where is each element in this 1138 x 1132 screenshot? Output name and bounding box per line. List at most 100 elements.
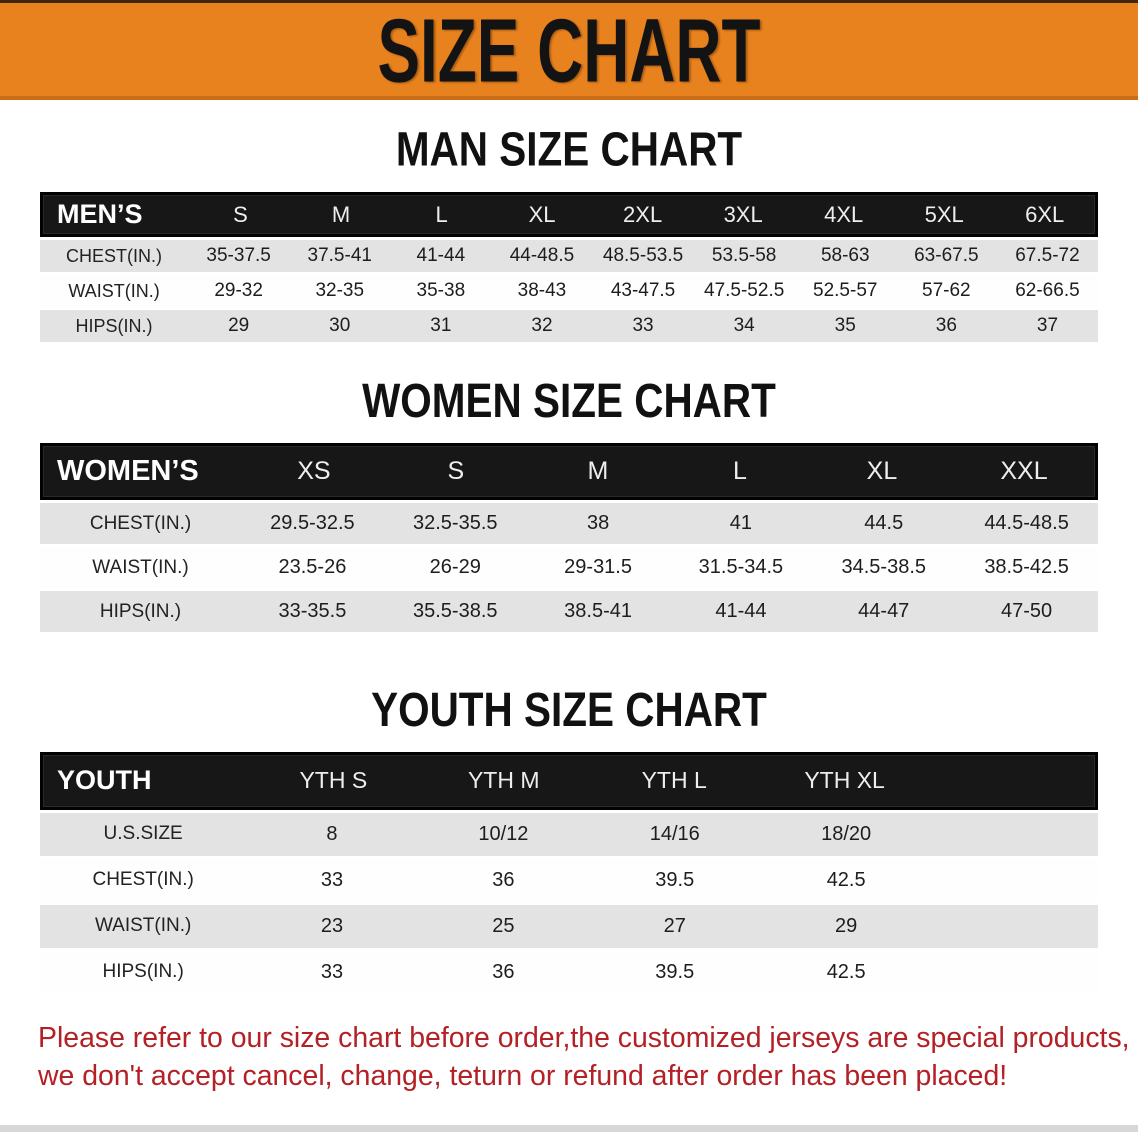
table-cell: 29-32	[214, 280, 263, 302]
column-header: XS	[297, 457, 331, 486]
table-cell: 44-47	[858, 600, 910, 623]
disclaimer: Please refer to our size chart before or…	[38, 1019, 1130, 1095]
table-cell: 62-66.5	[1015, 280, 1080, 302]
bottom-strip	[0, 1125, 1138, 1132]
women-size-chart-section: WOMEN SIZE CHART WOMEN’S XS S M L XL XXL CHES…	[0, 345, 1138, 636]
column-header: YTH S	[299, 767, 368, 794]
column-header: 4XL	[824, 201, 864, 227]
column-header: L	[732, 457, 747, 486]
table-cell: 52.5-57	[813, 280, 878, 302]
column-header: M	[587, 457, 609, 486]
table-cell: 38.5-41	[564, 600, 632, 623]
column-header: YTH L	[641, 767, 707, 794]
table-cell: 14/16	[649, 822, 700, 845]
row-label: WAIST(IN.)	[92, 556, 189, 578]
table-row: CHEST(IN.) 35-37.5 37.5-41 41-44 44-48.5 48.5…	[40, 240, 1098, 276]
youth-size-table: YOUTH YTH S YTH M YTH L YTH XL U.S.SIZE 8 10/…	[40, 751, 1098, 997]
youth-table-body: U.S.SIZE 8 10/12 14/16 18/20 CHEST(IN.) 33 36 39…	[40, 812, 1098, 997]
women-table-title: WOMEN’S	[57, 455, 199, 488]
table-cell: 33	[632, 315, 654, 337]
column-header: YTH XL	[804, 767, 885, 794]
table-cell: 37	[1036, 315, 1059, 337]
table-cell: 36	[492, 868, 515, 891]
table-cell: 67.5-72	[1015, 245, 1080, 267]
table-cell: 48.5-53.5	[602, 245, 684, 267]
table-row: HIPS(IN.) 33-35.5 35.5-38.5 38.5-41 41-44 44-…	[40, 591, 1098, 636]
table-cell: 18/20	[821, 822, 872, 845]
column-header: YTH M	[467, 767, 540, 794]
youth-table-header: YOUTH YTH S YTH M YTH L YTH XL	[40, 751, 1098, 810]
column-header: 3XL	[723, 201, 763, 227]
table-cell: 58-63	[820, 245, 870, 267]
table-cell: 35	[834, 315, 856, 337]
table-cell: 31.5-34.5	[698, 556, 784, 579]
women-table-header: WOMEN’S XS S M L XL XXL	[40, 443, 1098, 501]
column-header: 2XL	[623, 201, 663, 227]
table-cell: 29-31.5	[564, 556, 632, 579]
table-cell: 47.5-52.5	[704, 280, 785, 302]
table-cell: 63-67.5	[914, 245, 979, 267]
column-header: XXL	[1000, 457, 1048, 486]
men-table-body: CHEST(IN.) 35-37.5 37.5-41 41-44 44-48.5 48.5…	[40, 240, 1098, 346]
table-cell: 31	[430, 315, 452, 337]
table-cell: 33	[320, 868, 344, 891]
column-header: S	[447, 457, 465, 486]
table-cell: 29.5-32.5	[270, 512, 355, 535]
table-cell: 43-47.5	[610, 280, 676, 302]
table-cell: 37.5-41	[307, 245, 372, 267]
column-header: XL	[528, 201, 556, 227]
men-size-chart-section: MAN SIZE CHART MEN’S S M L XL 2XL 3XL 4XL 5XL 6X…	[0, 100, 1138, 346]
youth-table-title: YOUTH	[57, 765, 152, 796]
table-cell: 35-37.5	[206, 245, 271, 267]
table-cell: 32	[531, 315, 553, 337]
banner: SIZE CHART	[0, 0, 1138, 100]
table-cell: 32-35	[315, 280, 365, 302]
table-cell: 25	[492, 914, 515, 937]
column-header: L	[435, 201, 448, 227]
table-cell: 34	[733, 315, 755, 337]
table-cell: 44-48.5	[509, 245, 575, 267]
table-cell: 53.5-58	[711, 245, 777, 267]
table-row: CHEST(IN.) 33 36 39.5 42.5	[40, 858, 1098, 905]
table-cell: 42.5	[826, 868, 866, 891]
table-cell: 44.5-48.5	[984, 512, 1069, 535]
table-cell: 41-44	[715, 600, 767, 623]
table-cell: 29	[228, 315, 250, 337]
row-label: HIPS(IN.)	[75, 315, 153, 336]
men-table-title: MEN’S	[57, 199, 143, 230]
table-row: WAIST(IN.) 29-32 32-35 35-38 38-43 43-47.5 47.…	[40, 275, 1098, 311]
table-cell: 33-35.5	[278, 600, 347, 623]
row-label: HIPS(IN.)	[102, 961, 184, 983]
table-cell: 39.5	[655, 960, 695, 983]
table-cell: 27	[663, 914, 686, 937]
row-label: CHEST(IN.)	[89, 512, 192, 534]
column-header: S	[233, 201, 248, 227]
table-cell: 32.5-35.5	[413, 512, 498, 535]
table-cell: 23.5-26	[278, 556, 347, 579]
banner-title: SIZE CHART	[377, 0, 761, 102]
table-cell: 35.5-38.5	[413, 600, 498, 623]
table-cell: 34.5-38.5	[841, 556, 926, 579]
table-row: CHEST(IN.) 29.5-32.5 32.5-35.5 38 41 44.5 44.5…	[40, 503, 1098, 548]
table-row: WAIST(IN.) 23.5-26 26-29 29-31.5 31.5-34.5 34…	[40, 547, 1098, 592]
table-cell: 38.5-42.5	[984, 556, 1069, 579]
table-cell: 42.5	[826, 960, 866, 983]
table-cell: 36	[935, 315, 957, 337]
men-section-heading: MAN SIZE CHART	[395, 122, 743, 177]
women-section-heading: WOMEN SIZE CHART	[362, 374, 776, 429]
disclaimer-line-2: we don't accept cancel, change, teturn o…	[38, 1059, 1008, 1092]
table-cell: 38-43	[517, 280, 567, 302]
table-cell: 29	[835, 914, 858, 937]
table-cell: 36	[492, 960, 515, 983]
column-header: M	[331, 201, 351, 227]
table-cell: 47-50	[1001, 600, 1053, 623]
column-header: XL	[866, 457, 898, 486]
table-row: U.S.SIZE 8 10/12 14/16 18/20	[40, 812, 1098, 859]
table-cell: 57-62	[922, 280, 971, 302]
table-cell: 8	[326, 822, 338, 845]
row-label: CHEST(IN.)	[92, 869, 194, 891]
women-table-body: CHEST(IN.) 29.5-32.5 32.5-35.5 38 41 44.5 44.5…	[40, 503, 1098, 636]
men-size-table: MEN’S S M L XL 2XL 3XL 4XL 5XL 6XL CHEST(IN.) 35-…	[40, 192, 1098, 346]
disclaimer-line-1: Please refer to our size chart before or…	[38, 1021, 1130, 1054]
